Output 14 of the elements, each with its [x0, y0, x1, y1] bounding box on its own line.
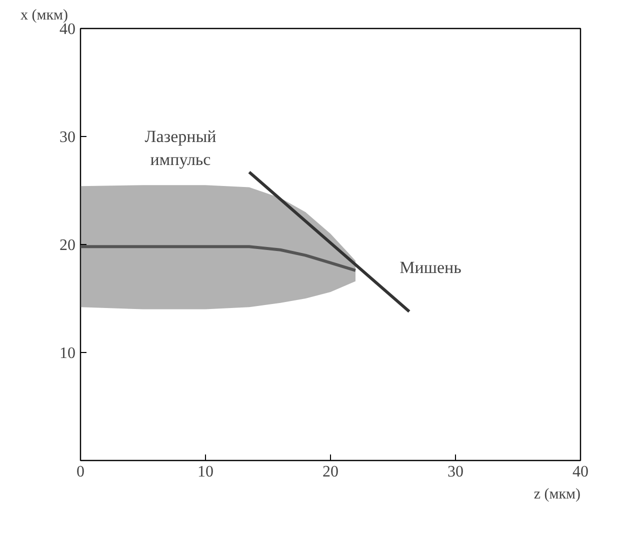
y-tick-label: 20	[60, 237, 76, 254]
y-tick-label: 10	[60, 345, 76, 362]
x-tick-label: 10	[198, 464, 214, 480]
annotation: Мишень	[400, 258, 462, 277]
x-tick-label: 0	[76, 464, 84, 480]
y-tick-label: 40	[60, 21, 76, 38]
y-axis-title: x (мкм)	[20, 8, 68, 24]
x-tick-label: 20	[322, 464, 338, 480]
annotation: Лазерный импульс	[144, 127, 216, 169]
x-tick-label: 40	[572, 464, 588, 480]
x-tick-label: 30	[448, 464, 464, 480]
x-axis-title: z (мкм)	[534, 486, 581, 502]
line-series	[80, 245, 357, 272]
y-tick-label: 30	[60, 129, 76, 146]
